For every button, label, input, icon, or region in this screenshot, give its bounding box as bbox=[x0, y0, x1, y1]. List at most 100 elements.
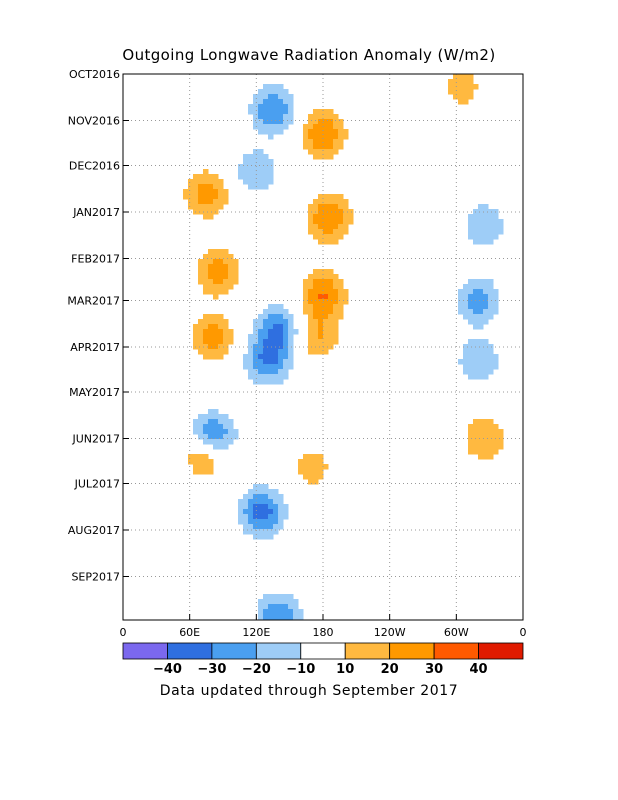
anomaly-cell bbox=[313, 334, 319, 340]
anomaly-cell bbox=[483, 294, 489, 300]
anomaly-cell bbox=[313, 324, 319, 330]
anomaly-cell bbox=[238, 499, 244, 505]
anomaly-cell bbox=[288, 94, 294, 100]
anomaly-cell bbox=[323, 119, 329, 125]
anomaly-cell bbox=[323, 334, 329, 340]
anomaly-cell bbox=[488, 294, 494, 300]
anomaly-cell bbox=[278, 494, 284, 500]
anomaly-cell bbox=[273, 319, 279, 325]
anomaly-cell bbox=[308, 319, 314, 325]
anomaly-cell bbox=[268, 94, 274, 100]
anomaly-cell bbox=[468, 339, 474, 345]
anomaly-cell bbox=[473, 354, 479, 360]
anomaly-cell bbox=[478, 339, 484, 345]
anomaly-cell bbox=[468, 234, 474, 240]
anomaly-cell bbox=[488, 289, 494, 295]
anomaly-cell bbox=[248, 334, 254, 340]
anomaly-cell bbox=[203, 269, 209, 275]
anomaly-cell bbox=[333, 299, 339, 305]
anomaly-cell bbox=[338, 209, 344, 215]
anomaly-cell bbox=[333, 134, 339, 140]
anomaly-cell bbox=[473, 84, 479, 90]
anomaly-cell bbox=[323, 329, 329, 335]
anomaly-cell bbox=[488, 429, 494, 435]
anomaly-cell bbox=[218, 274, 224, 280]
anomaly-cell bbox=[213, 314, 219, 320]
anomaly-cell bbox=[468, 434, 474, 440]
anomaly-cell bbox=[198, 414, 204, 420]
anomaly-cell bbox=[338, 214, 344, 220]
anomaly-cell bbox=[308, 289, 314, 295]
anomaly-cell bbox=[268, 169, 274, 175]
anomaly-cell bbox=[468, 364, 474, 370]
anomaly-cell bbox=[458, 289, 464, 295]
anomaly-cell bbox=[283, 324, 289, 330]
anomaly-cell bbox=[468, 219, 474, 225]
anomaly-cell bbox=[488, 439, 494, 445]
anomaly-cell bbox=[218, 339, 224, 345]
anomaly-cell bbox=[328, 344, 334, 350]
anomaly-cell bbox=[208, 204, 214, 210]
anomaly-cell bbox=[488, 364, 494, 370]
anomaly-cell bbox=[333, 334, 339, 340]
anomaly-cell bbox=[338, 144, 344, 150]
anomaly-cell bbox=[258, 184, 264, 190]
anomaly-cell bbox=[263, 499, 269, 505]
anomaly-cell bbox=[268, 109, 274, 115]
anomaly-cell bbox=[308, 214, 314, 220]
anomaly-cell bbox=[318, 314, 324, 320]
anomaly-cell bbox=[493, 229, 499, 235]
anomaly-cell bbox=[253, 174, 259, 180]
anomaly-cell bbox=[493, 359, 499, 365]
anomaly-cell bbox=[288, 334, 294, 340]
anomaly-cell bbox=[268, 534, 274, 540]
anomaly-cell bbox=[323, 214, 329, 220]
anomaly-cell bbox=[218, 324, 224, 330]
anomaly-cell bbox=[208, 199, 214, 205]
anomaly-cell bbox=[318, 199, 324, 205]
anomaly-cell bbox=[473, 439, 479, 445]
anomaly-cell bbox=[188, 189, 194, 195]
anomaly-cell bbox=[263, 99, 269, 105]
colorbar-label: 30 bbox=[425, 662, 443, 677]
anomaly-cell bbox=[473, 434, 479, 440]
anomaly-cell bbox=[343, 199, 349, 205]
anomaly-cell bbox=[328, 334, 334, 340]
anomaly-cell bbox=[473, 369, 479, 375]
anomaly-cell bbox=[323, 129, 329, 135]
anomaly-cell bbox=[218, 259, 224, 265]
anomaly-cell bbox=[258, 159, 264, 165]
anomaly-cell bbox=[228, 279, 234, 285]
anomaly-cell bbox=[198, 419, 204, 425]
anomaly-cell bbox=[278, 364, 284, 370]
anomaly-cell bbox=[498, 229, 504, 235]
anomaly-cell bbox=[323, 124, 329, 130]
anomaly-cell bbox=[213, 174, 219, 180]
anomaly-cell bbox=[213, 409, 219, 415]
anomaly-cell bbox=[493, 299, 499, 305]
anomaly-cell bbox=[268, 609, 274, 615]
anomaly-cell bbox=[293, 609, 299, 615]
anomaly-cell bbox=[273, 529, 279, 535]
anomaly-cell bbox=[278, 524, 284, 530]
anomaly-cell bbox=[308, 304, 314, 310]
anomaly-cell bbox=[343, 219, 349, 225]
anomaly-cell bbox=[343, 209, 349, 215]
anomaly-cell bbox=[293, 604, 299, 610]
anomaly-cell bbox=[228, 259, 234, 265]
anomaly-cell bbox=[228, 264, 234, 270]
anomaly-cell bbox=[318, 109, 324, 115]
anomaly-cell bbox=[323, 284, 329, 290]
anomaly-cell bbox=[283, 94, 289, 100]
anomaly-cell bbox=[253, 159, 259, 165]
anomaly-cell bbox=[208, 279, 214, 285]
anomaly-cell bbox=[213, 419, 219, 425]
anomaly-cell bbox=[278, 94, 284, 100]
anomaly-cell bbox=[203, 469, 209, 475]
anomaly-cell bbox=[268, 314, 274, 320]
anomaly-cell bbox=[193, 469, 199, 475]
anomaly-cell bbox=[218, 344, 224, 350]
anomaly-cell bbox=[258, 154, 264, 160]
anomaly-cell bbox=[258, 109, 264, 115]
anomaly-cell bbox=[263, 109, 269, 115]
